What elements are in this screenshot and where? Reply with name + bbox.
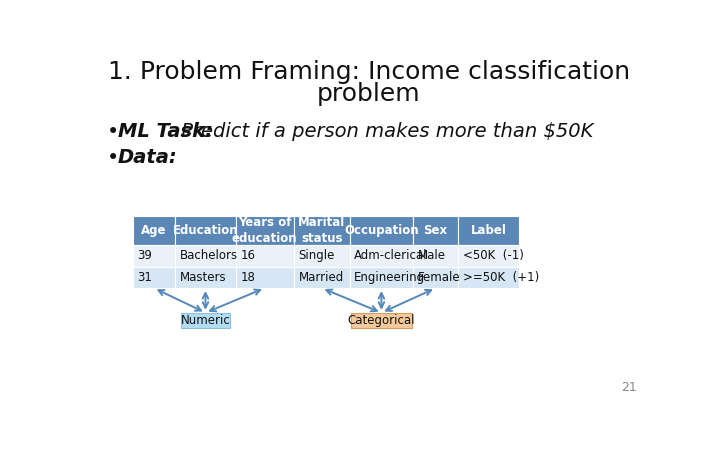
Text: Data:: Data: [118,148,178,167]
Bar [413,245,458,266]
Text: Adm-clerical: Adm-clerical [354,249,428,262]
Bar [175,266,235,288]
Bar [235,266,294,288]
Bar [235,245,294,266]
Text: Sex: Sex [423,224,448,237]
Text: Male: Male [418,249,446,262]
Bar [175,245,235,266]
Text: Numeric: Numeric [181,314,230,327]
Text: >=50K  (+1): >=50K (+1) [463,271,539,284]
Bar [132,245,175,266]
Bar [458,245,518,266]
Bar [350,245,413,266]
Text: problem: problem [318,82,420,106]
Text: Masters: Masters [180,271,227,284]
Bar [294,216,350,245]
Text: 31: 31 [138,271,152,284]
Text: Occupation: Occupation [344,224,419,237]
Bar [351,313,412,328]
Text: Married: Married [299,271,343,284]
Bar [350,266,413,288]
Bar [294,266,350,288]
Text: •: • [107,148,120,168]
Bar [350,216,413,245]
Text: Female: Female [418,271,461,284]
Bar [235,216,294,245]
Bar [175,216,235,245]
Text: 21: 21 [621,381,636,394]
Text: <50K  (-1): <50K (-1) [463,249,523,262]
Text: Label: Label [470,224,506,237]
Bar [413,266,458,288]
Text: •: • [107,122,120,142]
Text: 39: 39 [138,249,152,262]
Bar [413,216,458,245]
Text: Bachelors: Bachelors [180,249,238,262]
Text: Single: Single [299,249,335,262]
Bar [181,313,230,328]
Text: 18: 18 [240,271,255,284]
Bar [132,216,175,245]
Text: 1. Problem Framing: Income classification: 1. Problem Framing: Income classificatio… [108,60,630,84]
Text: Years of
education: Years of education [232,216,297,245]
Text: Engineering: Engineering [354,271,426,284]
Text: Age: Age [141,224,167,237]
Text: ML Task:: ML Task: [118,122,213,141]
Text: Predict if a person makes more than $50K: Predict if a person makes more than $50K [175,122,593,141]
Bar [294,245,350,266]
Bar [458,266,518,288]
Text: Marital
status: Marital status [298,216,346,245]
Text: Education: Education [173,224,238,237]
Text: 16: 16 [240,249,256,262]
Bar [132,266,175,288]
Text: Categorical: Categorical [348,314,415,327]
Bar [458,216,518,245]
